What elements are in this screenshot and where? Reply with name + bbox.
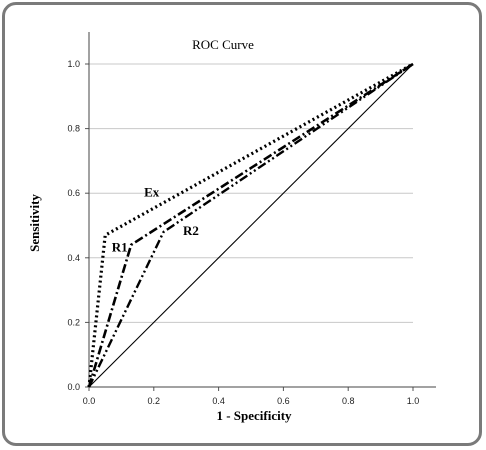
x-tick-label: 0.4	[212, 396, 225, 406]
axes-layer: 0.0 0.2 0.4 0.6 0.8 1.0 0.0 0.2 0.4 0.6 0.8 1.0	[67, 32, 436, 406]
x-tick-label: 1.0	[407, 396, 420, 406]
grid-layer	[89, 63, 413, 323]
x-tick-label: 0.6	[277, 396, 290, 406]
curve-label-r1: R1	[112, 239, 128, 254]
x-tick-label: 0.8	[342, 396, 355, 406]
y-tick-label: 0.8	[67, 124, 80, 134]
x-axis-label: 1 - Specificity	[216, 408, 292, 423]
x-tick-label: 0.0	[83, 396, 96, 406]
labels-layer: Ex R1 R2	[112, 184, 199, 254]
x-tick-label: 0.2	[148, 396, 161, 406]
y-tick-label: 0.0	[67, 382, 80, 392]
y-tick-label: 1.0	[67, 59, 80, 69]
series-line-r1	[87, 62, 414, 388]
curve-label-ex: Ex	[144, 184, 160, 199]
series-line-ex	[87, 62, 414, 388]
y-axis-label: Sensitivity	[27, 194, 42, 252]
y-tick-label: 0.4	[67, 253, 80, 263]
curve-label-r2: R2	[183, 223, 199, 238]
chart-frame: 0.0 0.2 0.4 0.6 0.8 1.0 0.0 0.2 0.4 0.6 0.8 1.0 Ex R…	[2, 2, 482, 446]
chart-title: ROC Curve	[192, 37, 254, 52]
roc-chart: 0.0 0.2 0.4 0.6 0.8 1.0 0.0 0.2 0.4 0.6 0.8 1.0 Ex R…	[27, 32, 436, 423]
y-tick-label: 0.6	[67, 188, 80, 198]
series-layer	[87, 62, 414, 388]
series-line-r2	[87, 63, 414, 388]
reference-diagonal-line	[88, 63, 414, 388]
y-tick-label: 0.2	[67, 317, 80, 327]
